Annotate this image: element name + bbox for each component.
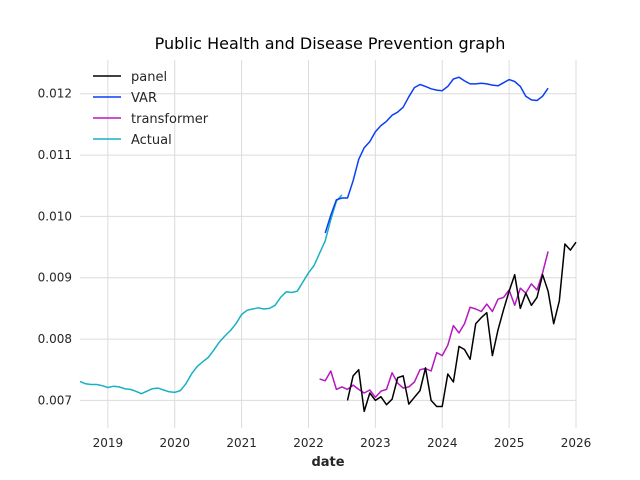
legend-label: VAR <box>131 91 157 106</box>
x-tick-label: 2020 <box>159 436 190 450</box>
y-ticks: 0.007 0.008 0.009 0.010 0.011 0.012 <box>38 87 72 408</box>
legend-label: panel <box>131 70 167 85</box>
y-tick-label: 0.012 <box>38 87 72 101</box>
x-ticks: 2019 2020 2021 2022 2023 2024 2025 2026 <box>93 436 592 450</box>
y-tick-label: 0.011 <box>38 148 72 162</box>
y-tick-label: 0.007 <box>38 393 72 407</box>
x-tick-label: 2026 <box>561 436 592 450</box>
series-layer <box>79 76 577 413</box>
series-line-panel <box>346 241 577 413</box>
x-axis-label: date <box>311 455 344 470</box>
legend: panel VAR transformer Actual <box>93 70 209 148</box>
grid <box>80 60 577 428</box>
x-tick-label: 2024 <box>427 436 458 450</box>
x-tick-label: 2019 <box>93 436 124 450</box>
series-line-actual <box>79 194 343 395</box>
y-tick-label: 0.009 <box>38 271 72 285</box>
legend-label: transformer <box>131 112 209 127</box>
series-line-var <box>324 76 549 234</box>
legend-label: Actual <box>131 133 172 148</box>
series-line-transformer <box>319 251 549 399</box>
x-tick-label: 2021 <box>226 436 257 450</box>
x-tick-label: 2022 <box>293 436 324 450</box>
x-tick-label: 2025 <box>494 436 525 450</box>
x-tick-label: 2023 <box>360 436 391 450</box>
y-tick-label: 0.008 <box>38 332 72 346</box>
chart-title: Public Health and Disease Prevention gra… <box>155 34 506 53</box>
y-tick-label: 0.010 <box>38 209 72 223</box>
